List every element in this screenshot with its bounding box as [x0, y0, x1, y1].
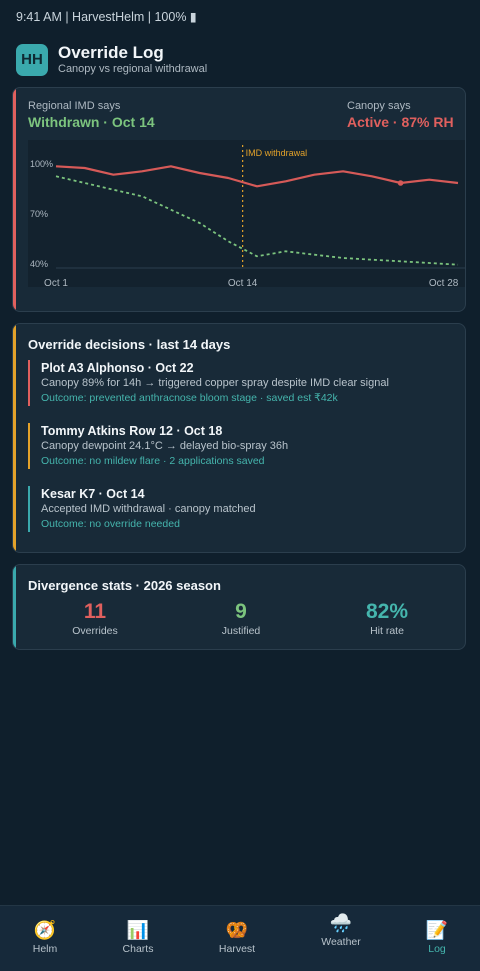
- stat-value: 82%: [365, 600, 409, 623]
- decision-entry[interactable]: Plot A3 Alphonso · Oct 22 Canopy 89% for…: [28, 360, 461, 406]
- status-bar: 9:41 AM | HarvestHelm | 100% ▮: [16, 10, 197, 24]
- rain-cloud-icon: 🌧️: [329, 913, 353, 933]
- nav-label: Log: [428, 943, 446, 955]
- canopy-rh-line: [55, 165, 459, 188]
- decision-title: Plot A3 Alphonso · Oct 22: [41, 361, 194, 375]
- app-logo: HH: [16, 43, 48, 76]
- decision-outcome: Outcome: no mildew flare · 2 application…: [41, 455, 265, 467]
- card-accent: [13, 324, 16, 552]
- page-subtitle: Canopy vs regional withdrawal: [58, 63, 208, 75]
- canopy-point-marker: [397, 180, 404, 186]
- nav-log[interactable]: 📝 Log: [397, 919, 477, 955]
- decision-desc: Accepted IMD withdrawal · canopy matched: [41, 503, 256, 515]
- pretzel-icon: 🥨: [225, 920, 249, 940]
- regional-status: Withdrawn · Oct 14: [28, 114, 155, 130]
- x-tick-label: Oct 14: [228, 278, 258, 289]
- canopy-status: Active · 87% RH: [347, 114, 454, 130]
- nav-label: Helm: [32, 943, 58, 955]
- compass-icon: 🧭: [33, 920, 57, 940]
- decision-title: Kesar K7 · Oct 14: [41, 487, 145, 501]
- stats-title: Divergence stats · 2026 season: [28, 578, 221, 593]
- bottom-nav: 🧭 Helm 📊 Charts 🥨 Harvest 🌧️ Weather 📝 L…: [0, 905, 480, 971]
- regional-label: Regional IMD says: [28, 100, 121, 112]
- decisions-card: Override decisions · last 14 days Plot A…: [12, 323, 466, 553]
- stat-label: Justified: [221, 625, 261, 637]
- nav-label: Charts: [122, 943, 154, 955]
- decision-outcome: Outcome: no override needed: [41, 518, 180, 530]
- nav-charts[interactable]: 📊 Charts: [98, 919, 178, 955]
- stats-card: Divergence stats · 2026 season 11 Overri…: [12, 564, 466, 650]
- card-accent: [13, 88, 16, 311]
- nav-helm[interactable]: 🧭 Helm: [5, 919, 85, 955]
- stat-justified: 9 Justified: [181, 599, 301, 637]
- decisions-title: Override decisions · last 14 days: [28, 337, 231, 352]
- y-tick-label: 100%: [30, 159, 53, 169]
- x-tick-label: Oct 28: [429, 278, 459, 289]
- chart-svg: 100% 70% 40% Oct 1 Oct 14 Oct 28 IMD withdrawa…: [28, 140, 465, 289]
- decision-entry[interactable]: Kesar K7 · Oct 14 Accepted IMD withdrawa…: [28, 486, 461, 532]
- nav-weather[interactable]: 🌧️ Weather: [301, 912, 381, 948]
- card-accent: [13, 565, 16, 649]
- decision-desc: Canopy 89% for 14h → triggered copper sp…: [41, 377, 389, 389]
- decision-outcome: Outcome: prevented anthracnose bloom sta…: [41, 392, 338, 404]
- page-title: Override Log: [58, 43, 164, 62]
- imd-withdrawal-line: [55, 175, 459, 266]
- divergence-chart: 100% 70% 40% Oct 1 Oct 14 Oct 28 IMD withdrawa…: [28, 140, 465, 311]
- plot-area: [28, 140, 465, 287]
- stat-value: 9: [235, 600, 247, 623]
- nav-label: Weather: [321, 936, 361, 948]
- decision-title: Tommy Atkins Row 12 · Oct 18: [41, 424, 223, 438]
- stat-hit-rate: 82% Hit rate: [327, 599, 447, 637]
- stat-value: 11: [83, 600, 107, 623]
- x-tick-label: Oct 1: [44, 278, 68, 289]
- stat-label: Overrides: [72, 625, 118, 637]
- y-tick-label: 40%: [30, 259, 48, 269]
- stat-overrides: 11 Overrides: [35, 599, 155, 637]
- bar-chart-icon: 📊: [126, 920, 150, 940]
- canopy-label: Canopy says: [347, 100, 411, 112]
- comparison-card: Regional IMD says Withdrawn · Oct 14 Can…: [12, 87, 466, 312]
- nav-harvest[interactable]: 🥨 Harvest: [197, 919, 277, 955]
- page-header: HH Override Log Canopy vs regional withd…: [16, 43, 207, 76]
- y-tick-label: 70%: [30, 209, 48, 219]
- nav-label: Harvest: [218, 943, 256, 955]
- decision-desc: Canopy dewpoint 24.1°C → delayed bio-spr…: [41, 440, 289, 452]
- withdrawal-annotation: IMD withdrawal: [246, 148, 308, 158]
- stat-label: Hit rate: [370, 625, 404, 637]
- decision-entry[interactable]: Tommy Atkins Row 12 · Oct 18 Canopy dewp…: [28, 423, 461, 469]
- memo-icon: 📝: [425, 920, 449, 940]
